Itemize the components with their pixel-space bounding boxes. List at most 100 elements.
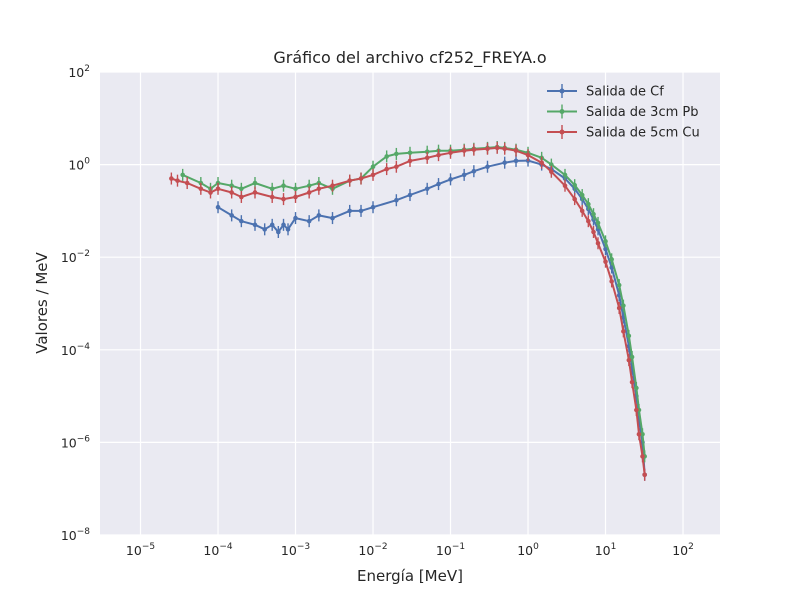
data-point	[229, 183, 234, 189]
data-point	[180, 172, 185, 178]
data-point	[281, 196, 286, 202]
chart-title: Gráfico del archivo cf252_FREYA.o	[273, 48, 546, 68]
y-tick-label: 10−6	[61, 434, 90, 450]
data-point	[436, 181, 441, 187]
data-point	[636, 431, 642, 437]
data-point	[424, 186, 430, 192]
plot-area	[100, 72, 720, 535]
data-point	[603, 239, 608, 244]
data-point	[215, 186, 221, 192]
data-point	[616, 305, 622, 311]
data-point	[285, 227, 291, 232]
legend-label: Salida de Cf	[586, 85, 664, 100]
x-tick-label: 10−3	[281, 542, 310, 558]
data-point	[572, 196, 577, 202]
data-point	[634, 407, 639, 413]
data-point	[215, 204, 221, 210]
data-point	[424, 149, 430, 154]
data-point	[229, 213, 234, 218]
legend-marker	[559, 88, 565, 94]
data-point	[609, 279, 614, 284]
data-point	[616, 282, 622, 288]
data-point	[269, 194, 275, 200]
y-axis-label: Valores / MeV	[33, 251, 51, 353]
y-tick-label: 102	[68, 64, 90, 80]
data-point	[370, 164, 376, 170]
data-point	[384, 166, 389, 172]
data-point	[621, 303, 626, 308]
data-point	[306, 218, 312, 224]
data-point	[626, 333, 632, 339]
data-point	[603, 246, 608, 252]
data-point	[595, 240, 601, 246]
data-point	[239, 194, 244, 200]
series-layer	[169, 140, 647, 481]
data-point	[513, 148, 519, 153]
data-point	[502, 160, 507, 165]
data-point	[609, 257, 614, 262]
data-point	[629, 379, 635, 385]
data-point	[572, 182, 577, 188]
y-tick-label: 10−8	[61, 527, 90, 543]
y-tick-label: 10−2	[61, 249, 90, 265]
data-point	[494, 145, 500, 151]
data-point	[394, 151, 399, 157]
data-point	[198, 186, 204, 192]
data-point	[502, 146, 507, 152]
data-point	[595, 220, 601, 226]
data-point	[549, 162, 554, 167]
x-tick-label: 102	[672, 542, 694, 558]
data-point	[269, 186, 275, 192]
data-point	[549, 169, 554, 175]
data-point	[591, 229, 596, 235]
data-point	[461, 172, 467, 178]
data-point	[634, 385, 639, 391]
data-point	[370, 172, 376, 178]
data-point	[394, 197, 399, 203]
data-point	[252, 190, 258, 195]
data-point	[330, 215, 335, 221]
data-point	[562, 183, 568, 189]
y-axis-ticks: 10−8 10−6 10−4 10−2 100 102	[61, 64, 90, 543]
data-point	[175, 178, 180, 183]
data-point	[262, 227, 267, 232]
data-point	[629, 354, 635, 360]
data-point	[276, 229, 281, 235]
data-point	[471, 168, 477, 174]
data-point	[306, 190, 312, 195]
x-tick-label: 100	[517, 542, 539, 558]
legend-item: Salida de 5cm Cu	[547, 125, 700, 141]
x-tick-label: 10−5	[126, 542, 155, 558]
legend-item: Salida de 3cm Pb	[547, 104, 698, 120]
data-point	[252, 222, 258, 228]
data-point	[513, 158, 519, 164]
legend: Salida de Cf Salida de 3cm Pb Salida de 5c…	[547, 84, 700, 141]
legend-label: Salida de 3cm Pb	[586, 105, 698, 120]
data-point	[436, 152, 441, 158]
data-point	[281, 222, 286, 228]
data-point	[281, 183, 286, 189]
data-point	[184, 180, 190, 186]
y-tick-label: 10−4	[61, 342, 90, 358]
data-point	[316, 186, 322, 192]
data-point	[407, 158, 413, 164]
data-point	[358, 176, 364, 181]
data-point	[586, 218, 591, 224]
data-point	[384, 154, 389, 159]
data-point	[347, 178, 352, 183]
data-point	[448, 177, 453, 182]
data-point	[424, 155, 430, 161]
data-point	[621, 329, 626, 334]
data-point	[347, 208, 352, 214]
data-point	[252, 180, 258, 186]
legend-marker	[559, 109, 565, 114]
data-point	[579, 208, 585, 214]
data-point	[485, 146, 490, 152]
legend-item: Salida de Cf	[547, 84, 664, 100]
x-tick-label: 10−1	[436, 542, 465, 558]
data-point	[293, 215, 298, 221]
data-point	[269, 222, 275, 228]
data-point	[448, 150, 453, 156]
data-point	[562, 172, 568, 178]
